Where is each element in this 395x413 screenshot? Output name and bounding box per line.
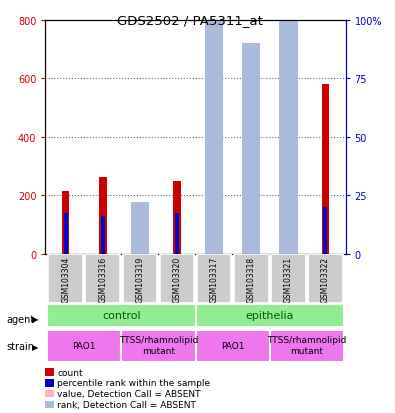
- Text: GSM103322: GSM103322: [321, 256, 330, 302]
- Bar: [173, 182, 181, 254]
- Text: GSM103319: GSM103319: [135, 256, 145, 302]
- Bar: [47, 304, 196, 328]
- Text: TTSS/rhamnolipid
mutant: TTSS/rhamnolipid mutant: [119, 335, 198, 355]
- Bar: [175, 213, 179, 254]
- Bar: [279, 64, 297, 254]
- Bar: [49, 254, 83, 303]
- Bar: [196, 330, 270, 362]
- Bar: [99, 178, 107, 254]
- Bar: [279, 0, 297, 254]
- Bar: [308, 254, 342, 303]
- Text: value, Detection Call = ABSENT: value, Detection Call = ABSENT: [57, 389, 201, 398]
- Bar: [322, 85, 329, 254]
- Bar: [101, 216, 105, 254]
- Text: ▶: ▶: [32, 342, 38, 351]
- Text: GSM103321: GSM103321: [284, 256, 293, 302]
- Bar: [270, 330, 344, 362]
- Bar: [47, 330, 121, 362]
- Bar: [131, 203, 149, 254]
- Bar: [121, 330, 196, 362]
- Text: TTSS/rhamnolipid
mutant: TTSS/rhamnolipid mutant: [267, 335, 346, 355]
- Text: PAO1: PAO1: [221, 341, 245, 350]
- Bar: [205, 168, 224, 254]
- Bar: [64, 213, 68, 254]
- Text: PAO1: PAO1: [73, 341, 96, 350]
- Text: control: control: [102, 311, 141, 320]
- Text: GSM103317: GSM103317: [210, 256, 218, 302]
- Text: GSM103320: GSM103320: [173, 256, 181, 302]
- Bar: [242, 44, 260, 254]
- Text: GSM103318: GSM103318: [246, 256, 256, 302]
- Bar: [62, 191, 70, 254]
- Text: GSM103316: GSM103316: [98, 256, 107, 302]
- Text: count: count: [57, 368, 83, 377]
- Bar: [197, 254, 231, 303]
- Bar: [131, 242, 149, 254]
- Bar: [205, 2, 224, 254]
- Bar: [122, 254, 157, 303]
- Text: epithelia: epithelia: [245, 311, 294, 320]
- Bar: [271, 254, 306, 303]
- Text: strain: strain: [6, 342, 34, 351]
- Text: rank, Detection Call = ABSENT: rank, Detection Call = ABSENT: [57, 400, 196, 409]
- Bar: [234, 254, 269, 303]
- Bar: [85, 254, 120, 303]
- Bar: [324, 207, 327, 254]
- Text: GSM103304: GSM103304: [61, 256, 70, 302]
- Text: agent: agent: [6, 314, 34, 324]
- Text: percentile rank within the sample: percentile rank within the sample: [57, 378, 211, 387]
- Text: GDS2502 / PA5311_at: GDS2502 / PA5311_at: [117, 14, 263, 27]
- Bar: [242, 155, 260, 254]
- Bar: [196, 304, 344, 328]
- Bar: [160, 254, 194, 303]
- Text: ▶: ▶: [32, 314, 38, 323]
